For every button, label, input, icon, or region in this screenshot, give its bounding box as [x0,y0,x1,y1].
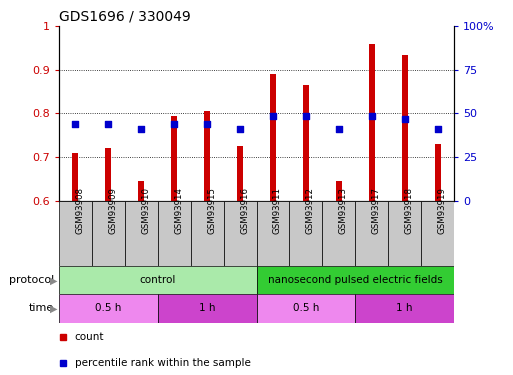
Bar [421,201,454,266]
Bar [256,201,289,266]
Text: GSM93917: GSM93917 [372,187,381,234]
Text: 1 h: 1 h [199,303,215,313]
Point [170,122,179,128]
Text: 0.5 h: 0.5 h [293,303,319,313]
Bar [59,294,158,322]
Bar [158,294,256,322]
Point [401,116,409,122]
Text: GDS1696 / 330049: GDS1696 / 330049 [59,10,191,24]
Bar [256,294,355,322]
Text: protocol: protocol [9,275,54,285]
Text: GSM93919: GSM93919 [438,187,446,234]
Bar [355,294,454,322]
Text: GSM93913: GSM93913 [339,187,348,234]
Bar [322,201,355,266]
Text: GSM93911: GSM93911 [273,187,282,234]
Bar [158,201,191,266]
Point [433,126,442,132]
Text: 0.5 h: 0.5 h [95,303,122,313]
Bar [105,148,111,201]
Bar [224,201,256,266]
Point [203,122,211,128]
Text: count: count [75,332,104,342]
Bar [59,201,92,266]
Bar [171,116,177,201]
Bar [125,201,158,266]
Text: GSM93912: GSM93912 [306,187,315,234]
Bar [237,146,243,201]
Bar [191,201,224,266]
Bar [303,85,309,201]
Bar [92,201,125,266]
Point [137,126,145,132]
Point [368,114,376,120]
Bar [270,74,276,201]
Point [236,126,244,132]
Point [71,122,80,128]
Text: control: control [140,275,176,285]
Point [269,112,277,118]
Bar [204,111,210,201]
Bar [435,144,441,201]
Text: ▶: ▶ [50,303,57,313]
Bar [139,181,144,201]
Text: ▶: ▶ [50,275,57,285]
Text: GSM93916: GSM93916 [240,187,249,234]
Bar [289,201,322,266]
Point [302,114,310,120]
Text: 1 h: 1 h [397,303,413,313]
Bar [388,201,421,266]
Text: nanosecond pulsed electric fields: nanosecond pulsed electric fields [268,275,443,285]
Bar [72,153,78,201]
Bar [369,44,374,201]
Point [104,122,112,128]
Text: GSM93914: GSM93914 [174,187,183,234]
Bar [256,266,454,294]
Bar [336,181,342,201]
Text: GSM93910: GSM93910 [141,187,150,234]
Point [334,126,343,132]
Bar [355,201,388,266]
Text: GSM93909: GSM93909 [108,187,117,234]
Bar [402,55,408,201]
Text: GSM93908: GSM93908 [75,187,85,234]
Text: time: time [29,303,54,313]
Text: GSM93915: GSM93915 [207,187,216,234]
Text: percentile rank within the sample: percentile rank within the sample [75,358,251,369]
Text: GSM93918: GSM93918 [405,187,413,234]
Bar [59,266,256,294]
